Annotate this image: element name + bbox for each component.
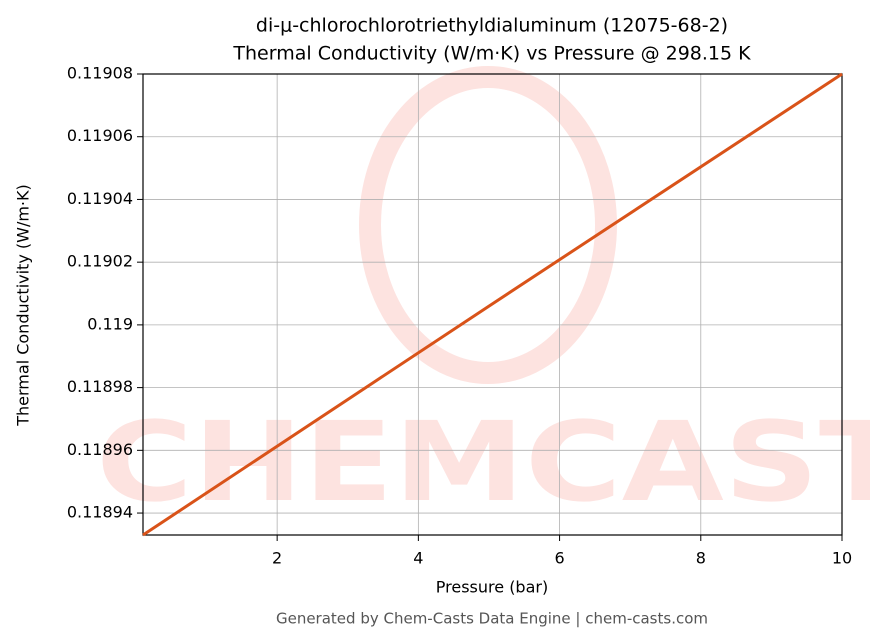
y-tick-label: 0.11894 [67, 503, 133, 522]
chart-subtitle: Thermal Conductivity (W/m·K) vs Pressure… [232, 43, 751, 65]
x-tick-label: 6 [554, 549, 564, 568]
y-tick-label: 0.11898 [67, 377, 133, 396]
y-tick-label: 0.11906 [67, 126, 133, 145]
watermark: CHEMCASTS [96, 398, 870, 527]
x-tick-label: 8 [696, 549, 706, 568]
data-line [142, 72, 843, 537]
x-tick-label: 2 [272, 549, 282, 568]
x-tick-label: 10 [832, 549, 852, 568]
y-tick-label: 0.119 [87, 314, 133, 333]
y-tick-label: 0.11904 [67, 189, 133, 208]
y-tick-label: 0.11902 [67, 252, 133, 271]
y-tick-label: 0.11908 [67, 64, 133, 83]
y-axis-label: Thermal Conductivity (W/m·K) [14, 184, 33, 427]
y-tick-label: 0.11896 [67, 440, 133, 459]
footer: Generated by Chem-Casts Data Engine | ch… [276, 610, 708, 628]
watermark-logo [359, 66, 617, 384]
x-axis-label: Pressure (bar) [436, 578, 548, 597]
x-tick-label: 4 [413, 549, 423, 568]
plot-frame [142, 73, 843, 536]
chart-title: di-μ-chlorochlorotriethyldialuminum (120… [256, 15, 728, 37]
